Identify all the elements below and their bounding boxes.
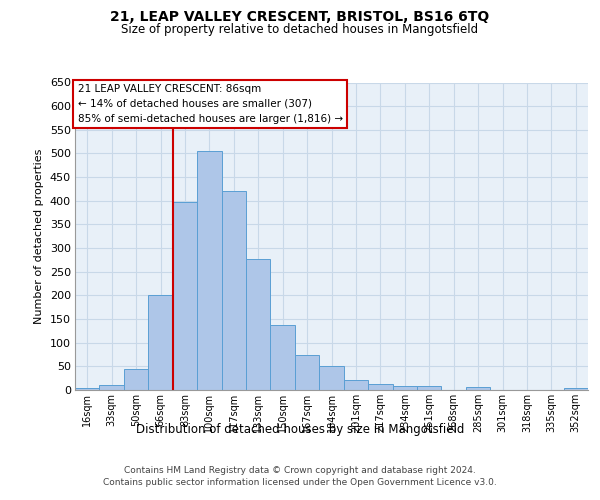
Bar bbox=[319, 366, 344, 390]
Text: Contains public sector information licensed under the Open Government Licence v3: Contains public sector information licen… bbox=[103, 478, 497, 487]
Bar bbox=[148, 296, 173, 390]
Bar bbox=[392, 386, 417, 390]
Bar bbox=[563, 388, 588, 390]
Bar bbox=[197, 151, 221, 390]
Bar bbox=[246, 259, 271, 390]
Text: Distribution of detached houses by size in Mangotsfield: Distribution of detached houses by size … bbox=[136, 422, 464, 436]
Bar bbox=[75, 388, 100, 390]
Bar bbox=[295, 354, 319, 390]
Bar bbox=[271, 324, 295, 390]
Bar bbox=[344, 380, 368, 390]
Text: Contains HM Land Registry data © Crown copyright and database right 2024.: Contains HM Land Registry data © Crown c… bbox=[124, 466, 476, 475]
Bar bbox=[466, 387, 490, 390]
Y-axis label: Number of detached properties: Number of detached properties bbox=[34, 148, 44, 324]
Text: 21, LEAP VALLEY CRESCENT, BRISTOL, BS16 6TQ: 21, LEAP VALLEY CRESCENT, BRISTOL, BS16 … bbox=[110, 10, 490, 24]
Bar bbox=[368, 384, 392, 390]
Text: 21 LEAP VALLEY CRESCENT: 86sqm
← 14% of detached houses are smaller (307)
85% of: 21 LEAP VALLEY CRESCENT: 86sqm ← 14% of … bbox=[77, 84, 343, 124]
Text: Size of property relative to detached houses in Mangotsfield: Size of property relative to detached ho… bbox=[121, 22, 479, 36]
Bar bbox=[100, 386, 124, 390]
Bar bbox=[221, 192, 246, 390]
Bar bbox=[124, 368, 148, 390]
Bar bbox=[173, 202, 197, 390]
Bar bbox=[417, 386, 442, 390]
